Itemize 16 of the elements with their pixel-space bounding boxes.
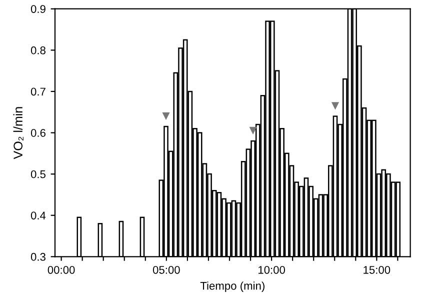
x-tick-label: 15:00	[364, 266, 390, 274]
y-axis-title: VO₂ l/min	[13, 107, 24, 160]
x-tick-label: 10:00	[258, 266, 286, 274]
x-tick-label: 00:00	[48, 266, 75, 274]
point	[162, 112, 170, 120]
x-axis-title: Tiempo (min)	[200, 282, 264, 292]
point	[249, 126, 257, 134]
y-tick-label: 0.8	[30, 46, 46, 54]
x-tick-label: 05:00	[152, 266, 180, 274]
y-tick-label: 0.3	[30, 252, 46, 261]
y-tick-label: 0.9	[30, 5, 46, 13]
y-tick-label: 0.7	[30, 88, 46, 96]
point	[331, 102, 340, 110]
y-tick-label: 0.4	[30, 212, 46, 220]
y-tick-label: 0.6	[30, 129, 46, 137]
y-tick-label: 0.5	[30, 170, 46, 178]
